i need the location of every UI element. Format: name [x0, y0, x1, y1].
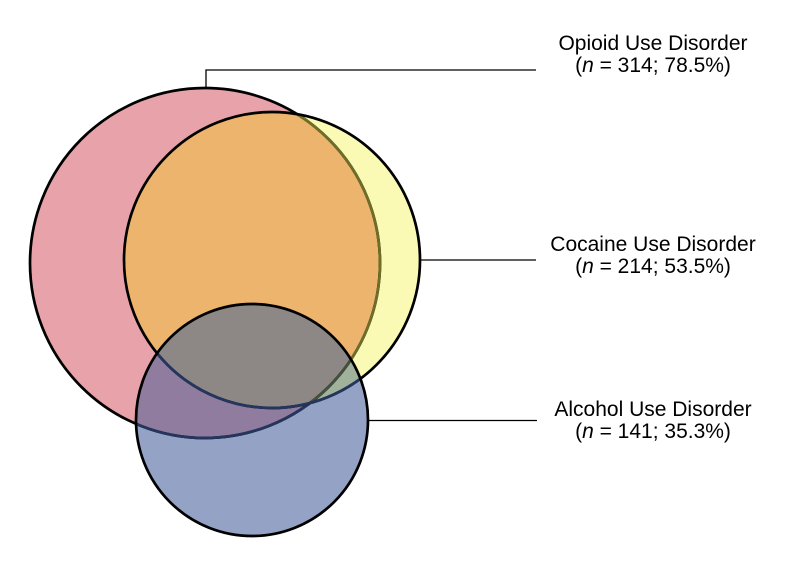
- alcohol-label: Alcohol Use Disorder (n = 141; 35.3%): [528, 399, 778, 443]
- cocaine-label-stats: (n = 214; 53.5%): [575, 255, 731, 278]
- triple-overlap: [136, 304, 368, 408]
- opioid-leader-line: [205, 69, 536, 88]
- cocaine-label: Cocaine Use Disorder (n = 214; 53.5%): [528, 234, 778, 278]
- cocaine-label-title: Cocaine Use Disorder: [550, 233, 756, 256]
- opioid-label-title: Opioid Use Disorder: [558, 32, 748, 55]
- opioid-label: Opioid Use Disorder (n = 314; 78.5%): [528, 33, 778, 77]
- alcohol-label-stats: (n = 141; 35.3%): [575, 420, 731, 443]
- opioid-edge-in-alcohol: [136, 304, 368, 440]
- cocaine-edge-in-alcohol: [136, 304, 368, 410]
- alcohol-label-title: Alcohol Use Disorder: [554, 398, 752, 421]
- opioid-edge-in-cocaine: [124, 112, 382, 408]
- opioid-label-stats: (n = 314; 78.5%): [575, 54, 731, 77]
